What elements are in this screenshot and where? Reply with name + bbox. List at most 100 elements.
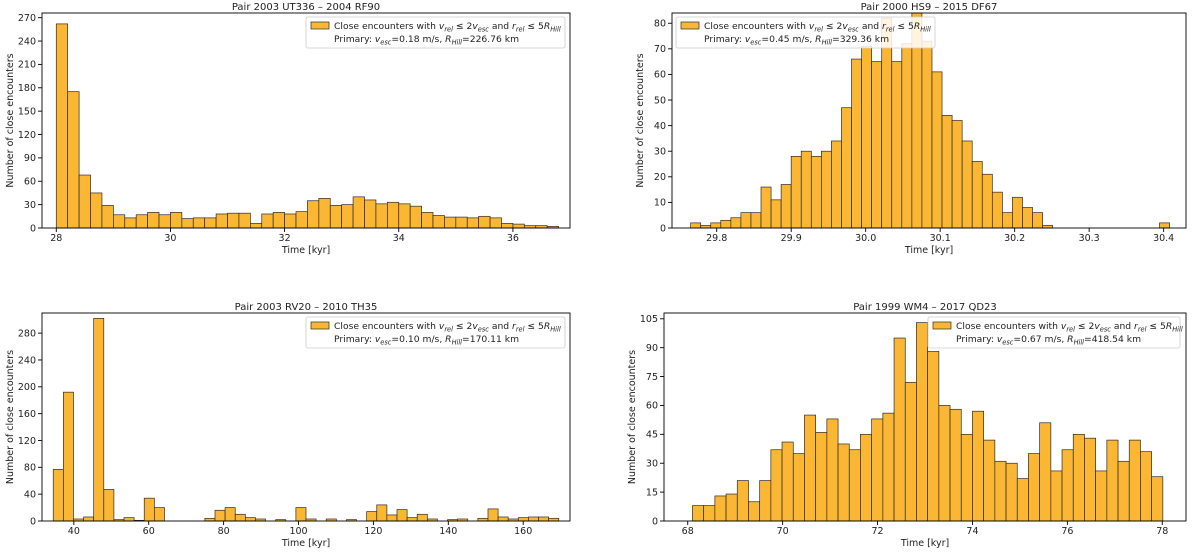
histogram-bar xyxy=(478,215,491,229)
histogram-bar xyxy=(329,205,343,229)
histogram-bar xyxy=(1050,470,1063,522)
histogram-bar xyxy=(991,191,1003,229)
bars xyxy=(52,318,560,522)
histogram-bar xyxy=(375,203,388,229)
y-tick-label: 80 xyxy=(654,19,666,30)
histogram-bar xyxy=(204,217,217,229)
legend-box xyxy=(305,16,566,49)
legend: Close encounters with vrel ≤ 2vesc and r… xyxy=(305,316,566,349)
histogram-bar xyxy=(881,17,893,229)
histogram-bar xyxy=(215,213,228,229)
histogram-bar xyxy=(421,212,434,229)
histogram-bar xyxy=(861,45,872,229)
histogram-bar xyxy=(489,217,502,229)
y-tick-label: 0 xyxy=(652,516,658,527)
histogram-bar xyxy=(760,186,772,229)
x-tick-label: 30 xyxy=(164,233,176,244)
plot-frame xyxy=(663,312,1187,522)
y-tick-label: 75 xyxy=(646,372,658,383)
y-tick-label: 15 xyxy=(646,487,658,498)
x-tick-label: 34 xyxy=(393,233,405,244)
y-tick-label: 30 xyxy=(646,459,658,470)
histogram-bar xyxy=(904,381,917,522)
y-tick-label: 40 xyxy=(654,121,666,132)
histogram-bar xyxy=(703,505,716,522)
histogram-bar xyxy=(1061,449,1074,522)
histogram-bar xyxy=(770,449,783,522)
x-tick-label: 30.2 xyxy=(1004,233,1025,244)
histogram-bar xyxy=(244,517,256,522)
legend-primary: Primary: vesc=0.67 m/s, RHill=418.54 km xyxy=(956,334,1141,347)
y-tick-label: 200 xyxy=(18,382,36,393)
histogram-bar xyxy=(1028,453,1041,522)
histogram-bar xyxy=(938,405,951,522)
legend-primary: Primary: vesc=0.10 m/s, RHill=170.11 km xyxy=(334,334,519,347)
histogram-bar xyxy=(804,414,817,522)
histogram-bar xyxy=(714,495,727,522)
histogram-bar xyxy=(501,222,514,229)
chart-rv20-th35: Pair 2003 RV20 – 2010 TH35 40 60 80 100 120 14… xyxy=(5,302,571,549)
y-tick-label: 90 xyxy=(646,343,658,354)
x-tick-label: 36 xyxy=(507,233,519,244)
y-tick-label: 80 xyxy=(24,463,36,474)
legend-swatch xyxy=(932,321,952,330)
histogram-bar xyxy=(398,203,411,229)
bars xyxy=(690,12,1170,229)
legend-swatch xyxy=(310,321,330,330)
histogram-bar xyxy=(780,184,792,229)
x-tick-label: 74 xyxy=(966,526,978,537)
legend-box xyxy=(675,16,936,49)
legend-primary: Primary: vesc=0.45 m/s, RHill=329.36 km xyxy=(704,34,889,47)
histogram-bar xyxy=(770,199,782,229)
x-tick-label: 140 xyxy=(439,526,457,537)
plot-frame xyxy=(41,12,571,229)
histogram-bar xyxy=(1016,478,1029,522)
legend-label: Close encounters with vrel ≤ 2vesc and r… xyxy=(334,321,561,334)
x-tick-label: 70 xyxy=(777,526,789,537)
y-axis-label: Number of close encounters xyxy=(5,53,16,187)
histogram-bar xyxy=(690,222,702,229)
histogram-bar xyxy=(736,480,749,522)
y-tick-label: 50 xyxy=(654,95,666,106)
histogram-bar xyxy=(821,150,832,229)
histogram-bar xyxy=(792,453,805,522)
histogram-bar xyxy=(93,318,105,522)
histogram-bar xyxy=(113,214,126,229)
histogram-bar xyxy=(961,140,973,229)
histogram-bar xyxy=(1095,470,1108,522)
legend-primary: Primary: vesc=0.18 m/s, RHill=226.76 km xyxy=(334,34,519,47)
histogram-bar xyxy=(227,212,240,229)
histogram-bar xyxy=(891,61,903,229)
histogram-bar xyxy=(444,216,457,229)
histogram-bar xyxy=(871,418,884,522)
x-tick-label: 120 xyxy=(364,526,382,537)
histogram-bar xyxy=(55,23,69,229)
histogram-bar xyxy=(124,217,137,229)
histogram-bar xyxy=(1039,422,1052,522)
x-tick-label: 29.8 xyxy=(706,233,727,244)
histogram-bar xyxy=(848,449,861,522)
histogram-bar xyxy=(234,513,246,522)
chart-title: Pair 2003 RV20 – 2010 TH35 xyxy=(235,302,378,313)
histogram-bar xyxy=(517,517,529,522)
histogram-bar xyxy=(931,71,943,229)
histogram-bar xyxy=(224,507,236,522)
histogram-bar xyxy=(927,351,940,522)
histogram-bar xyxy=(487,508,499,522)
histogram-bar xyxy=(893,337,906,522)
chart-hs9-df67: Pair 2000 HS9 – 2015 DF67 29.8 29.9 30.0 30.… xyxy=(635,2,1187,256)
chart-title: Pair 2000 HS9 – 2015 DF67 xyxy=(861,2,998,13)
histogram-bar xyxy=(981,173,993,229)
histogram-bar xyxy=(826,418,839,522)
legend: Close encounters with vrel ≤ 2vesc and r… xyxy=(305,16,566,49)
chart-wm4-qd23: Pair 1999 WM4 – 2017 QD23 68 70 72 74 76 78 0 15… xyxy=(627,302,1187,549)
legend: Close encounters with vrel ≤ 2vesc and r… xyxy=(675,16,936,49)
x-tick-label: 30.0 xyxy=(855,233,876,244)
histogram-bar xyxy=(352,196,365,229)
y-tick-label: 0 xyxy=(30,223,36,234)
histogram-bar xyxy=(409,205,422,229)
legend: Close encounters with vrel ≤ 2vesc and r… xyxy=(927,316,1183,349)
legend-label: Close encounters with vrel ≤ 2vesc and r… xyxy=(704,21,931,34)
histogram-bar xyxy=(1106,439,1119,522)
y-tick-label: 40 xyxy=(24,489,36,500)
